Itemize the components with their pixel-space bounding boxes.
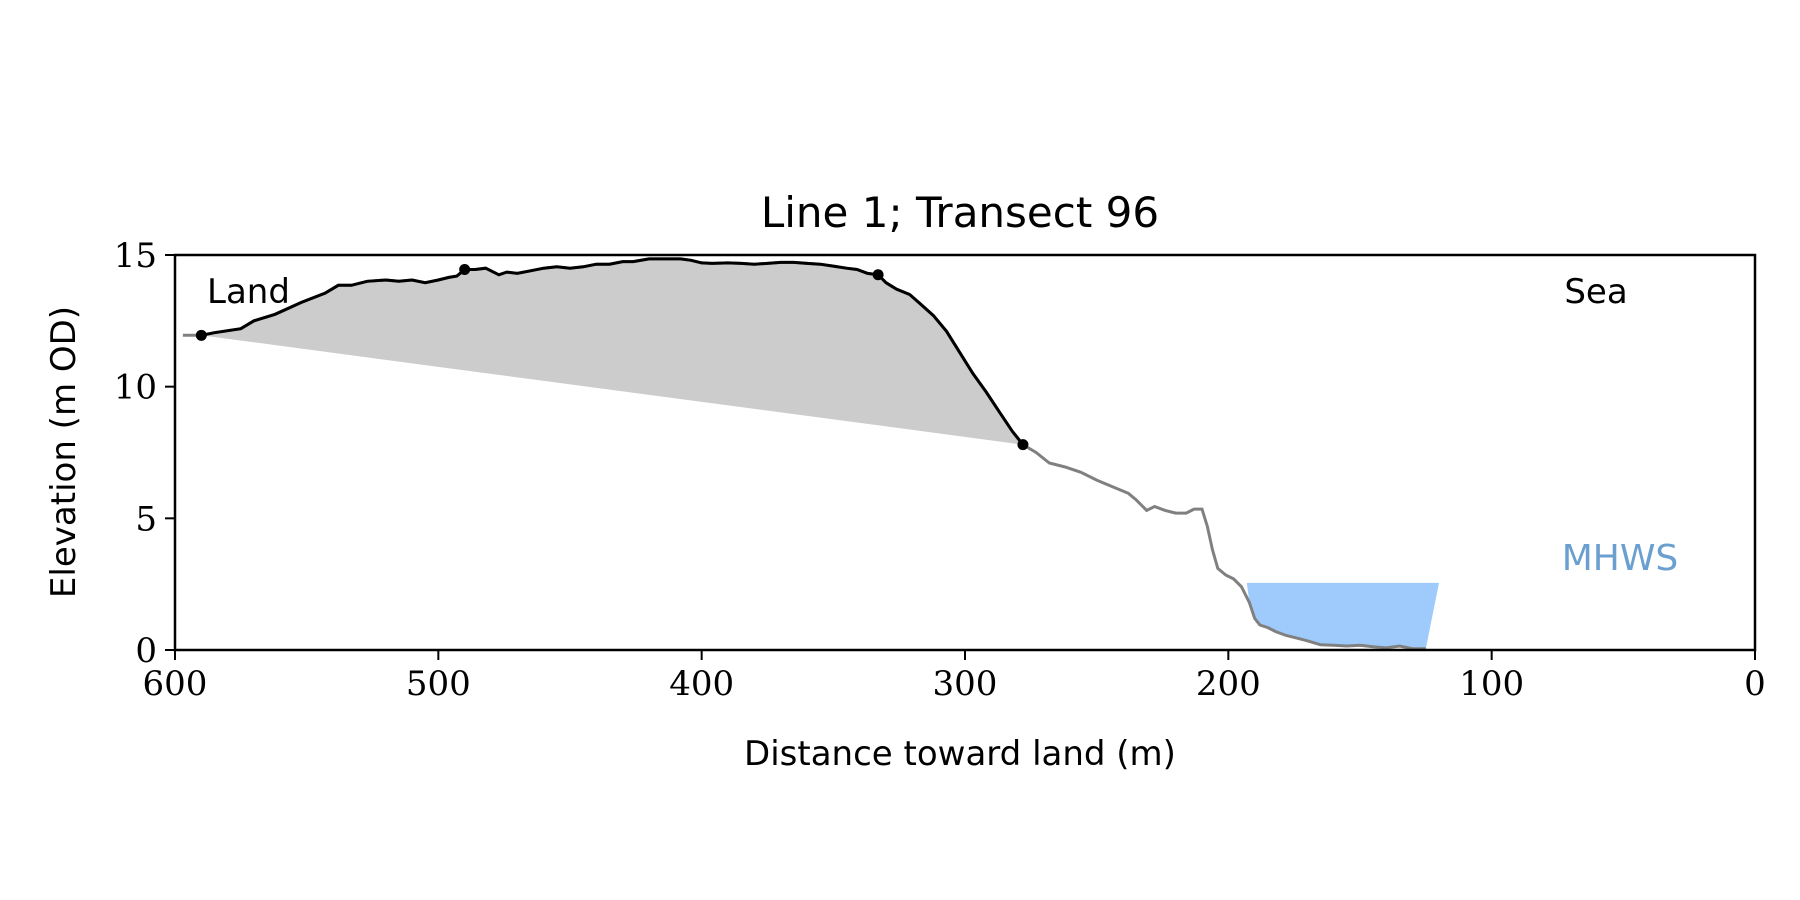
- cliff-point: [1017, 439, 1029, 451]
- y-tick-label: 10: [114, 368, 157, 408]
- y-tick-label: 15: [114, 236, 157, 276]
- y-tick-label: 0: [135, 631, 157, 671]
- x-tick-label: 600: [143, 664, 208, 704]
- x-tick-label: 300: [933, 664, 998, 704]
- cliff-points: [195, 263, 1029, 451]
- land-label: Land: [207, 272, 290, 312]
- x-tick-label: 400: [669, 664, 734, 704]
- sea-label: Sea: [1564, 272, 1627, 312]
- profile-cliff-line: [201, 257, 1025, 446]
- mhws-label: MHWS: [1562, 538, 1679, 579]
- y-axis: 0 5 10 15: [114, 236, 175, 671]
- x-axis-label: Distance toward land (m): [744, 734, 1176, 774]
- x-tick-label: 0: [1744, 664, 1766, 704]
- x-tick-label: 500: [406, 664, 471, 704]
- cliff-point: [459, 263, 471, 275]
- plot-area: [173, 253, 1757, 652]
- mhws-area: [1246, 582, 1439, 649]
- cliff-point: [872, 269, 884, 281]
- x-axis: 600 500 400 300 200 100 0: [143, 650, 1766, 704]
- chart-title: Line 1; Transect 96: [761, 188, 1159, 237]
- cliff-point: [195, 329, 207, 341]
- y-tick-label: 5: [135, 499, 157, 539]
- x-tick-label: 100: [1459, 664, 1524, 704]
- y-axis-label: Elevation (m OD): [44, 306, 84, 598]
- x-tick-label: 200: [1196, 664, 1261, 704]
- cliff-fill-area: [201, 258, 1023, 445]
